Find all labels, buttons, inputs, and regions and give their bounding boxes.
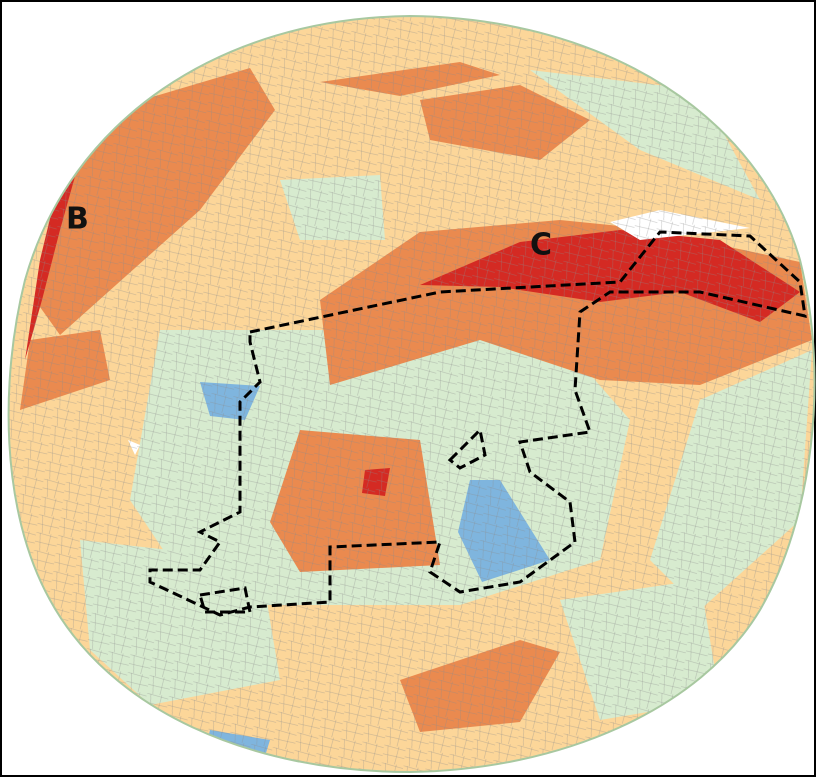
map: B C	[0, 0, 816, 777]
region-label: C	[530, 228, 552, 263]
region-label: B	[66, 202, 89, 237]
page: B C (() => { const data = JSON.parse(doc…	[0, 0, 816, 777]
